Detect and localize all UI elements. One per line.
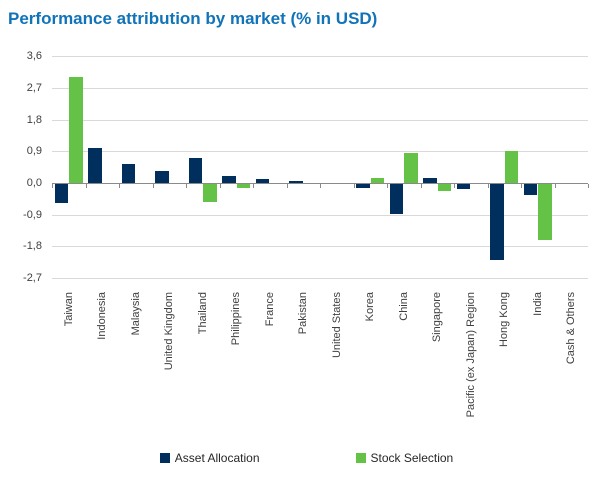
x-axis-category-label: Thailand <box>196 292 209 335</box>
gridline <box>52 87 588 89</box>
bar-asset-allocation-china <box>389 184 404 214</box>
x-axis-category-label: China <box>397 292 410 321</box>
legend-item-asset-allocation: Asset Allocation <box>159 451 260 465</box>
gridline <box>52 278 588 280</box>
gridline <box>52 246 588 248</box>
bar-stock-selection-korea <box>370 177 385 183</box>
bar-stock-selection-hong-kong <box>504 151 519 183</box>
legend-label-asset-allocation: Asset Allocation <box>174 451 260 465</box>
bar-asset-allocation-india <box>523 184 538 195</box>
x-axis-tick <box>521 184 522 188</box>
bar-stock-selection-china <box>404 153 418 183</box>
gridline <box>52 56 588 58</box>
x-axis-category-label: Philippines <box>230 292 243 346</box>
x-axis-tick <box>119 184 120 188</box>
bar-asset-allocation-united-kingdom <box>155 170 169 183</box>
legend-item-stock-selection: Stock Selection <box>355 451 454 465</box>
bar-stock-selection-india <box>538 184 552 241</box>
x-axis-category-label: Taiwan <box>62 292 75 327</box>
bar-asset-allocation-indonesia <box>88 147 102 183</box>
bar-asset-allocation-pakistan <box>289 181 303 183</box>
x-axis-category-label: Pacific (ex Japan) Region <box>464 292 477 418</box>
x-axis-tick <box>353 184 355 188</box>
x-axis-tick <box>554 184 556 188</box>
x-axis-category-label: Cash & Others <box>565 292 578 365</box>
bar-asset-allocation-korea <box>356 184 370 188</box>
legend: Asset Allocation Stock Selection <box>0 449 613 467</box>
x-axis-tick <box>152 184 154 188</box>
bar-stock-selection-taiwan <box>69 77 83 183</box>
x-axis-category-label: Malaysia <box>129 292 142 336</box>
bar-stock-selection-singapore <box>437 184 452 192</box>
x-axis-tick <box>387 184 388 188</box>
legend-label-stock-selection: Stock Selection <box>370 451 454 465</box>
x-axis-tick <box>320 184 321 188</box>
y-axis-tick-label: 0,9 <box>26 145 42 158</box>
x-axis-tick <box>420 184 422 188</box>
x-axis-tick <box>186 184 187 188</box>
x-axis-category-label: France <box>263 292 276 327</box>
stock-selection-swatch <box>355 453 366 463</box>
x-axis-tick <box>219 184 221 188</box>
bar-asset-allocation-france <box>255 179 270 183</box>
x-axis-line <box>52 183 588 184</box>
y-axis-tick-label: 2,7 <box>26 81 42 94</box>
bar-asset-allocation-malaysia <box>121 163 136 183</box>
x-axis-category-label: United Kingdom <box>163 292 176 371</box>
bar-asset-allocation-thailand <box>188 158 203 183</box>
x-axis-category-label: United States <box>330 292 343 359</box>
x-axis-tick <box>588 184 589 188</box>
y-axis-tick-label: 0,0 <box>26 177 42 189</box>
gridline <box>52 214 588 216</box>
bar-asset-allocation-singapore <box>423 177 437 183</box>
y-axis-tick-label: -2,7 <box>23 272 42 285</box>
y-axis-tick-label: 3,6 <box>26 50 42 63</box>
asset-allocation-swatch <box>159 453 170 463</box>
bar-asset-allocation-philippines <box>222 175 236 183</box>
x-axis-category-label: India <box>531 292 544 316</box>
x-axis-tick <box>454 184 455 188</box>
x-axis-category-label: Hong Kong <box>498 292 511 348</box>
x-axis-category-label: Korea <box>364 292 377 322</box>
bar-asset-allocation-hong-kong <box>490 184 504 260</box>
bar-asset-allocation-pacific-ex-japan-region <box>456 184 471 190</box>
bar-asset-allocation-taiwan <box>54 184 69 204</box>
y-axis-tick-label: 1,8 <box>26 113 42 126</box>
x-axis-tick <box>85 184 87 188</box>
x-axis-tick <box>286 184 288 188</box>
x-axis-category-label: Pakistan <box>297 292 310 335</box>
chart-title: Performance attribution by market (% in … <box>8 9 378 28</box>
y-axis-tick-label: -1,8 <box>23 240 42 253</box>
x-axis-tick <box>487 184 489 188</box>
x-axis-tick <box>52 184 53 188</box>
x-axis-category-label: Singapore <box>431 292 444 343</box>
bar-stock-selection-thailand <box>203 184 217 202</box>
y-axis-tick-label: -0,9 <box>23 208 42 221</box>
gridline <box>52 151 588 153</box>
x-axis-category-label: Indonesia <box>96 292 109 340</box>
gridline <box>52 119 588 121</box>
x-axis-tick <box>253 184 254 188</box>
bar-stock-selection-philippines <box>236 184 251 188</box>
